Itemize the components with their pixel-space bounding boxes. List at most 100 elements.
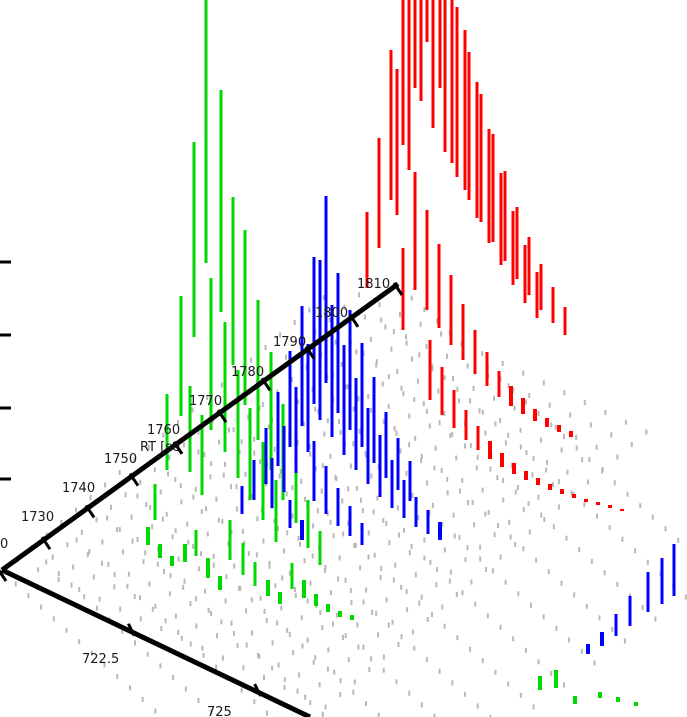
peak-green xyxy=(243,230,247,405)
peak-blue xyxy=(628,596,632,626)
grid-dot xyxy=(80,529,83,535)
grid-dot xyxy=(514,542,517,547)
grid-dot xyxy=(86,552,89,558)
peak-green xyxy=(306,500,310,548)
grid-dot xyxy=(629,593,631,599)
grid-dot xyxy=(470,579,473,585)
peak-blue xyxy=(330,305,334,437)
rt-tick-label-1730: 1730 xyxy=(21,510,54,525)
grid-dot xyxy=(95,517,98,523)
grid-dot xyxy=(481,487,484,493)
grid-dot xyxy=(174,477,177,483)
grid-dot xyxy=(191,407,194,413)
grid-dot xyxy=(51,554,54,560)
grid-dot xyxy=(297,535,300,541)
peak-green xyxy=(158,544,162,558)
grid-dot xyxy=(400,584,403,590)
grid-dot xyxy=(437,388,440,394)
grid-dot xyxy=(154,708,157,714)
grid-dot xyxy=(52,616,55,622)
peak-red xyxy=(449,275,453,345)
grid-dot xyxy=(387,403,390,409)
peak-red xyxy=(491,134,495,242)
grid-dot xyxy=(524,399,527,405)
grid-dot xyxy=(537,410,540,416)
grid-dot xyxy=(207,607,210,613)
peak-red xyxy=(377,138,381,248)
grid-dot xyxy=(314,466,317,472)
grid-dot xyxy=(154,603,157,609)
grid-dot xyxy=(426,617,429,622)
peak-blue xyxy=(312,257,316,404)
grid-dot xyxy=(40,604,43,610)
grid-dot xyxy=(365,587,368,593)
grid-dot xyxy=(466,363,469,369)
grid-dot xyxy=(281,575,284,581)
grid-dot xyxy=(240,687,243,693)
grid-dot xyxy=(101,560,103,566)
grid-dot xyxy=(367,394,370,399)
grid-dot xyxy=(339,692,342,697)
grid-dot xyxy=(286,627,289,633)
grid-dot xyxy=(233,563,236,569)
rt-tick-group xyxy=(0,282,404,582)
grid-dot xyxy=(542,614,545,620)
peak-green xyxy=(209,278,213,430)
grid-dot xyxy=(425,657,428,663)
grid-dot xyxy=(418,600,421,606)
peak-blue xyxy=(366,408,370,484)
grid-dot xyxy=(410,356,413,362)
grid-dot xyxy=(224,598,227,604)
grid-dot xyxy=(174,613,177,619)
grid-dot xyxy=(268,563,271,569)
peak-green xyxy=(634,702,638,706)
grid-dot xyxy=(118,470,121,475)
peak-green xyxy=(204,0,208,263)
grid-dot xyxy=(486,613,489,619)
grid-dot xyxy=(420,453,423,459)
peak-red xyxy=(431,0,435,128)
peak-red xyxy=(365,212,369,288)
grid-dot xyxy=(535,557,538,563)
peak-green xyxy=(598,692,602,698)
grid-dot xyxy=(215,496,218,502)
grid-dot xyxy=(230,484,232,490)
grid-dot xyxy=(78,639,81,645)
grid-dot xyxy=(261,402,264,408)
grid-dot xyxy=(37,567,40,573)
peak-blue xyxy=(240,486,244,514)
grid-dot xyxy=(438,668,441,674)
grid-dot xyxy=(377,632,379,638)
grid-dot xyxy=(443,623,446,629)
grid-dot xyxy=(641,604,644,610)
grid-dot xyxy=(206,531,209,537)
grid-dot xyxy=(119,606,122,612)
grid-dot xyxy=(479,556,482,562)
axes-layer xyxy=(0,260,404,717)
grid-dot xyxy=(377,712,380,717)
grid-dot xyxy=(344,384,347,390)
grid-dot xyxy=(148,581,151,587)
grid-dot xyxy=(371,609,373,615)
peak-green xyxy=(194,530,198,556)
grid-dot xyxy=(408,550,411,556)
grid-dot xyxy=(88,549,91,555)
grid-dot xyxy=(296,399,299,405)
grid-dot xyxy=(457,398,460,404)
grid-dot xyxy=(245,608,248,614)
grid-dot xyxy=(603,570,606,576)
peak-blue xyxy=(378,435,382,497)
peak-blue xyxy=(646,572,650,612)
rt-tick-1780 xyxy=(260,377,272,392)
grid-dot xyxy=(443,410,446,416)
rt-tick-label-1800: 1800 xyxy=(315,306,348,321)
grid-dot xyxy=(232,427,235,433)
grid-dot xyxy=(126,583,129,589)
peak-blue xyxy=(252,460,256,500)
grid-dot xyxy=(139,479,142,485)
grid-dot xyxy=(316,508,319,514)
grid-dot xyxy=(238,449,241,455)
grid-dot xyxy=(489,466,492,472)
grid-dot xyxy=(587,479,590,485)
peak-blue xyxy=(336,273,340,413)
